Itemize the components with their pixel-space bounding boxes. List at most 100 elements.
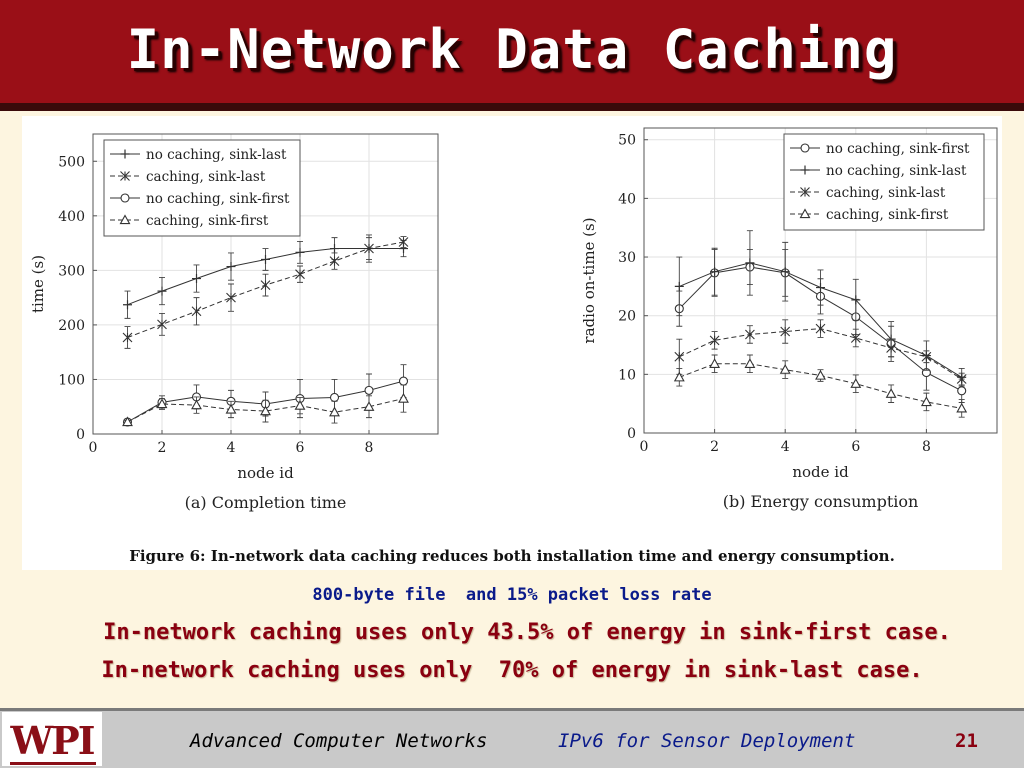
legend: no caching, sink-last caching, sink-last n… [103, 139, 301, 237]
data-point [745, 258, 755, 268]
data-point [225, 403, 237, 414]
data-point [885, 388, 897, 398]
y-tick-label: 200 [58, 318, 85, 334]
x-tick-label: 8 [922, 439, 931, 455]
data-point [956, 374, 967, 384]
chart-title: (b) Energy consumption [723, 492, 919, 511]
y-tick-label: 50 [618, 133, 636, 149]
plot-frame [92, 133, 439, 435]
data-point [779, 364, 791, 374]
data-point [157, 319, 167, 330]
legend-label: caching, sink-first [826, 207, 949, 223]
x-axis-label: node id [237, 464, 294, 482]
y-tick-label: 40 [618, 191, 636, 207]
data-point [123, 300, 132, 310]
y-tick-label: 400 [58, 209, 85, 225]
x-tick-label: 0 [640, 439, 649, 455]
data-point [674, 281, 684, 291]
chart-title: (a) Completion time [185, 493, 347, 512]
data-point [957, 386, 967, 396]
y-axis-label: radio on-time (s) [580, 217, 598, 343]
file-info-note: 800-byte file and 15% packet loss rate [312, 585, 712, 605]
series-plus [123, 234, 408, 319]
y-tick-label: 0 [627, 426, 636, 442]
data-point [398, 237, 409, 247]
data-point [260, 280, 271, 290]
data-point [744, 358, 756, 368]
legend-label: caching, sink-first [146, 213, 269, 229]
data-point [709, 335, 720, 346]
data-point [329, 256, 340, 266]
x-tick-label: 6 [851, 439, 860, 455]
data-point [364, 385, 374, 395]
x-tick-label: 2 [158, 440, 167, 456]
data-point [157, 286, 167, 296]
data-point [745, 329, 755, 340]
topic-name: IPv6 for Sensor Deployment [558, 730, 856, 752]
data-point [674, 351, 685, 362]
x-axis-label: node id [792, 463, 849, 481]
figure-panel: 0 2 4 6 8 0 100 200 300 400 500 node id time (s) (a) … [22, 116, 1002, 570]
y-axis-label: time (s) [29, 255, 47, 313]
data-point [815, 369, 826, 380]
wpi-logo-underline [10, 762, 96, 765]
footer-bar [0, 708, 1024, 768]
data-point [192, 274, 201, 284]
y-tick-label: 500 [58, 154, 85, 170]
data-point [294, 400, 306, 410]
data-point [363, 401, 375, 411]
x-tick-label: 6 [296, 440, 305, 456]
title-bar [0, 0, 1024, 103]
series-triangle [122, 384, 409, 427]
data-point [329, 406, 340, 417]
legend-label: no caching, sink-first [826, 141, 970, 157]
data-point [780, 267, 790, 277]
x-tick-label: 4 [781, 439, 790, 455]
data-point [398, 392, 409, 403]
legend-marker [119, 214, 131, 225]
data-point [122, 416, 133, 427]
series-triangle [673, 354, 968, 418]
course-name: Advanced Computer Networks [190, 730, 488, 752]
y-tick-label: 20 [618, 309, 636, 325]
data-point [226, 262, 236, 272]
legend-marker [800, 187, 810, 197]
data-point [815, 323, 826, 334]
data-point [921, 351, 932, 362]
legend-marker [120, 193, 130, 203]
data-point [329, 392, 340, 403]
legend-marker [120, 171, 130, 181]
x-tick-label: 4 [227, 440, 236, 456]
page-number: 21 [955, 730, 978, 752]
data-point [261, 254, 270, 264]
series-x [122, 236, 409, 349]
plot-frame [643, 127, 998, 434]
data-point [850, 333, 861, 343]
data-point [295, 247, 305, 257]
wpi-logo-text: WPI [10, 718, 95, 763]
y-tick-label: 100 [58, 372, 85, 388]
data-point [710, 267, 720, 277]
legend-label: no caching, sink-last [826, 163, 967, 179]
data-point [260, 405, 271, 416]
legend: no caching, sink-first no caching, sink-l… [783, 133, 985, 231]
sink-last-note: In-network caching uses only 70% of ener… [101, 658, 923, 683]
data-point [709, 358, 721, 368]
x-tick-label: 8 [365, 440, 374, 456]
data-point [364, 243, 374, 254]
data-point [191, 306, 202, 317]
y-tick-label: 30 [618, 250, 636, 266]
footer-divider [0, 708, 1024, 711]
legend-marker [800, 165, 810, 175]
data-point [816, 283, 825, 293]
y-tick-label: 10 [618, 367, 636, 383]
legend-marker [800, 143, 810, 153]
data-point [920, 396, 932, 407]
data-point [191, 399, 202, 410]
legend-label: caching, sink-last [826, 185, 946, 201]
data-point [295, 269, 305, 280]
data-point [226, 292, 236, 303]
data-point [780, 326, 791, 337]
wpi-logo: WPI [2, 712, 102, 766]
figure-caption: Figure 6: In-network data caching reduce… [129, 547, 895, 565]
